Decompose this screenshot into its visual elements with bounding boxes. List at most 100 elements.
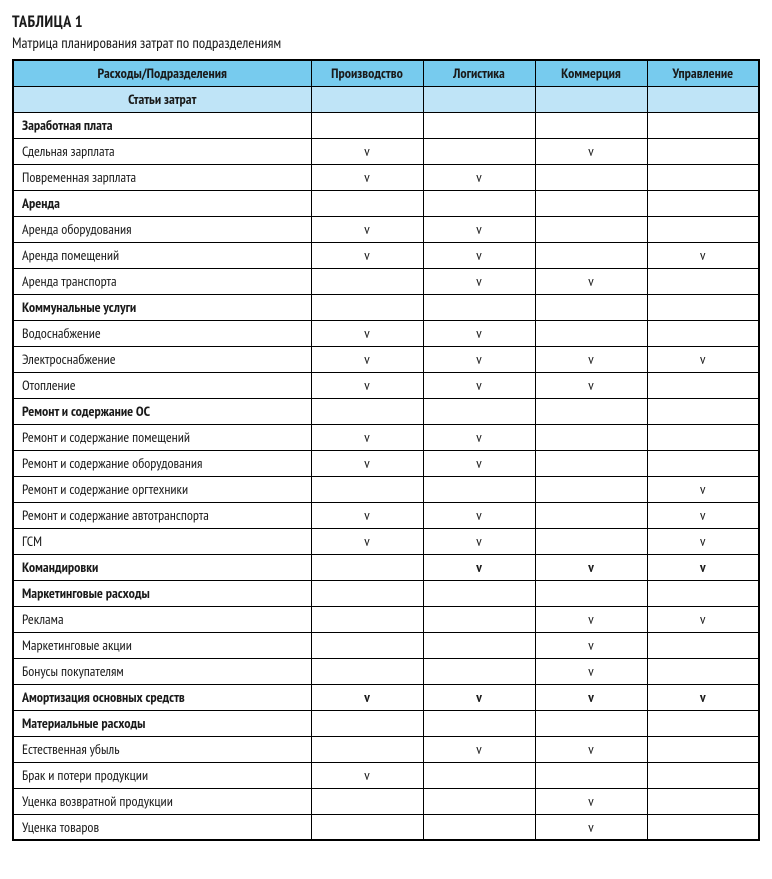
mark-cell: v xyxy=(423,554,535,580)
mark-cell xyxy=(423,190,535,216)
mark-cell: v xyxy=(311,346,423,372)
mark-cell xyxy=(311,294,423,320)
table-row: Сдельная зарплатаvv xyxy=(13,138,759,164)
table-row: Естественная убыльvv xyxy=(13,736,759,762)
table-row: Брак и потери продукцииv xyxy=(13,762,759,788)
mark-cell xyxy=(311,814,423,840)
table-row: Командировкиvvv xyxy=(13,554,759,580)
mark-cell: v xyxy=(423,346,535,372)
mark-cell xyxy=(423,658,535,684)
mark-cell: v xyxy=(311,450,423,476)
cost-matrix-table: Расходы/Подразделения Производство Логис… xyxy=(12,59,760,841)
mark-cell xyxy=(311,788,423,814)
section-header-cell xyxy=(423,86,535,112)
category-label: Коммунальные услуги xyxy=(13,294,311,320)
mark-cell: v xyxy=(311,684,423,710)
mark-cell xyxy=(311,476,423,502)
col-header-4: Управление xyxy=(647,60,759,86)
mark-cell: v xyxy=(647,554,759,580)
table-row: Маркетинговые акцииv xyxy=(13,632,759,658)
item-label: Сдельная зарплата xyxy=(13,138,311,164)
table-row: Уценка товаров v xyxy=(13,814,759,840)
mark-cell xyxy=(423,710,535,736)
item-label: Отопление xyxy=(13,372,311,398)
mark-cell: v xyxy=(311,528,423,554)
table-row: Уценка возвратной продукцииv xyxy=(13,788,759,814)
mark-cell xyxy=(535,216,647,242)
mark-cell: v xyxy=(311,216,423,242)
table-row: Электроснабжениеvvvv xyxy=(13,346,759,372)
table-row: Заработная плата xyxy=(13,112,759,138)
mark-cell xyxy=(311,606,423,632)
mark-cell xyxy=(423,112,535,138)
mark-cell xyxy=(647,814,759,840)
mark-cell xyxy=(423,476,535,502)
mark-cell xyxy=(535,476,647,502)
mark-cell xyxy=(535,320,647,346)
mark-cell xyxy=(535,450,647,476)
mark-cell xyxy=(535,190,647,216)
mark-cell xyxy=(535,398,647,424)
table-row: ГСМvvv xyxy=(13,528,759,554)
mark-cell xyxy=(535,164,647,190)
table-row: Водоснабжениеvv xyxy=(13,320,759,346)
mark-cell xyxy=(535,424,647,450)
item-label: Ремонт и содержание помещений xyxy=(13,424,311,450)
mark-cell: v xyxy=(423,164,535,190)
table-row: Ремонт и содержание ОС xyxy=(13,398,759,424)
mark-cell xyxy=(647,398,759,424)
mark-cell xyxy=(311,632,423,658)
table-row: Маркетинговые расходы xyxy=(13,580,759,606)
table-row: Рекламаvv xyxy=(13,606,759,632)
mark-cell: v xyxy=(647,346,759,372)
mark-cell xyxy=(647,190,759,216)
mark-cell xyxy=(647,294,759,320)
mark-cell xyxy=(423,762,535,788)
mark-cell xyxy=(311,190,423,216)
table-title: ТАБЛИЦА 1 xyxy=(12,12,760,32)
mark-cell xyxy=(647,762,759,788)
table-row: Ремонт и содержание помещенийvv xyxy=(13,424,759,450)
mark-cell: v xyxy=(535,814,647,840)
item-label: Водоснабжение xyxy=(13,320,311,346)
mark-cell: v xyxy=(423,216,535,242)
mark-cell xyxy=(423,398,535,424)
item-label: ГСМ xyxy=(13,528,311,554)
category-label: Маркетинговые расходы xyxy=(13,580,311,606)
mark-cell xyxy=(535,112,647,138)
item-label: Аренда оборудования xyxy=(13,216,311,242)
mark-cell xyxy=(535,580,647,606)
section-header-cell xyxy=(311,86,423,112)
section-header-row: Статьи затрат xyxy=(13,86,759,112)
item-label: Ремонт и содержание автотранспорта xyxy=(13,502,311,528)
mark-cell: v xyxy=(311,424,423,450)
mark-cell xyxy=(311,580,423,606)
table-row: Материальные расходы xyxy=(13,710,759,736)
mark-cell xyxy=(647,450,759,476)
col-header-1: Производство xyxy=(311,60,423,86)
section-header-cell xyxy=(535,86,647,112)
mark-cell xyxy=(647,138,759,164)
mark-cell: v xyxy=(647,528,759,554)
mark-cell: v xyxy=(535,658,647,684)
mark-cell xyxy=(647,658,759,684)
mark-cell xyxy=(647,164,759,190)
mark-cell xyxy=(535,502,647,528)
mark-cell xyxy=(535,528,647,554)
mark-cell xyxy=(423,788,535,814)
mark-cell xyxy=(647,320,759,346)
category-label: Аренда xyxy=(13,190,311,216)
mark-cell: v xyxy=(311,320,423,346)
category-label: Командировки xyxy=(13,554,311,580)
mark-cell: v xyxy=(535,138,647,164)
item-label: Брак и потери продукции xyxy=(13,762,311,788)
item-label: Повременная зарплата xyxy=(13,164,311,190)
mark-cell: v xyxy=(535,372,647,398)
item-label: Аренда транспорта xyxy=(13,268,311,294)
mark-cell: v xyxy=(535,684,647,710)
mark-cell: v xyxy=(423,684,535,710)
item-label: Уценка товаров xyxy=(13,814,311,840)
mark-cell xyxy=(647,372,759,398)
mark-cell: v xyxy=(535,268,647,294)
mark-cell xyxy=(311,658,423,684)
